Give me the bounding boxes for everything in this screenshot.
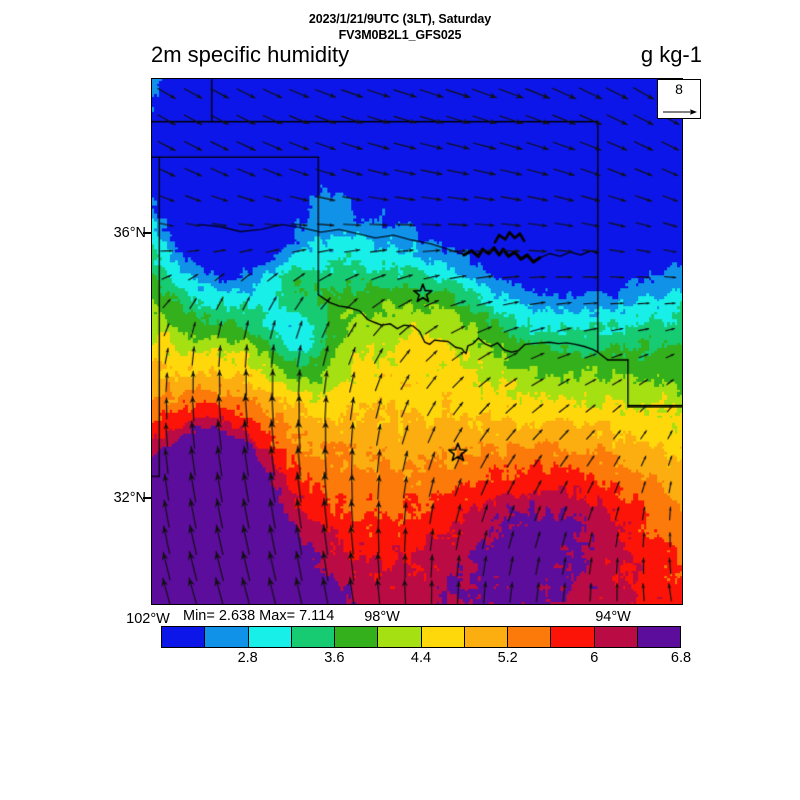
colorbar[interactable]: [161, 626, 681, 648]
page-title: 2m specific humidity: [151, 42, 350, 67]
humidity-field-canvas: [152, 79, 682, 604]
colorbar-segment-8: [508, 627, 552, 647]
colorbar-tick-labels: 2.8 3.6 4.4 5.2 6 6.8: [161, 650, 692, 670]
lon-label-94w: 94°W: [595, 609, 631, 625]
colorbar-segment-10: [594, 627, 638, 647]
lat-label-32: 32°N: [113, 490, 146, 506]
colorbar-segment-6: [421, 627, 465, 647]
lon-label-98w: 98°W: [364, 609, 400, 625]
title-valid-time: 2023/1/21/9UTC (3LT), Saturday: [308, 12, 492, 26]
title-model-id: FV3M0B2L1_GFS025: [338, 28, 462, 42]
reference-vector-value: 8: [675, 81, 683, 97]
arrow-right-icon: [663, 109, 697, 115]
colorbar-segment-2: [248, 627, 292, 647]
lon-label-102w: 102°W: [126, 611, 170, 627]
minmax-annotation: Min= 2.638 Max= 7.114: [183, 608, 335, 624]
units-label: g kg-1: [640, 42, 702, 67]
colorbar-segment-5: [378, 627, 422, 647]
colorbar-segment-7: [464, 627, 508, 647]
reference-vector-legend: 8: [657, 79, 701, 119]
colorbar-tick-2.8: 2.8: [237, 650, 258, 666]
colorbar-segment-9: [551, 627, 595, 647]
lat-tick-36: [143, 232, 152, 234]
map-plot-area[interactable]: [151, 78, 683, 605]
colorbar-segment-3: [291, 627, 335, 647]
colorbar-segment-11: [637, 627, 680, 647]
lat-tick-32: [143, 497, 152, 499]
colorbar-tick-6: 6: [590, 650, 599, 666]
colorbar-tick-5.2: 5.2: [497, 650, 518, 666]
colorbar-tick-3.6: 3.6: [324, 650, 345, 666]
colorbar-tick-6.8: 6.8: [670, 650, 692, 666]
colorbar-segment-0: [162, 627, 206, 647]
lat-label-36: 36°N: [113, 225, 146, 241]
colorbar-tick-4.4: 4.4: [410, 650, 432, 666]
colorbar-segment-1: [205, 627, 249, 647]
colorbar-segment-4: [335, 627, 379, 647]
